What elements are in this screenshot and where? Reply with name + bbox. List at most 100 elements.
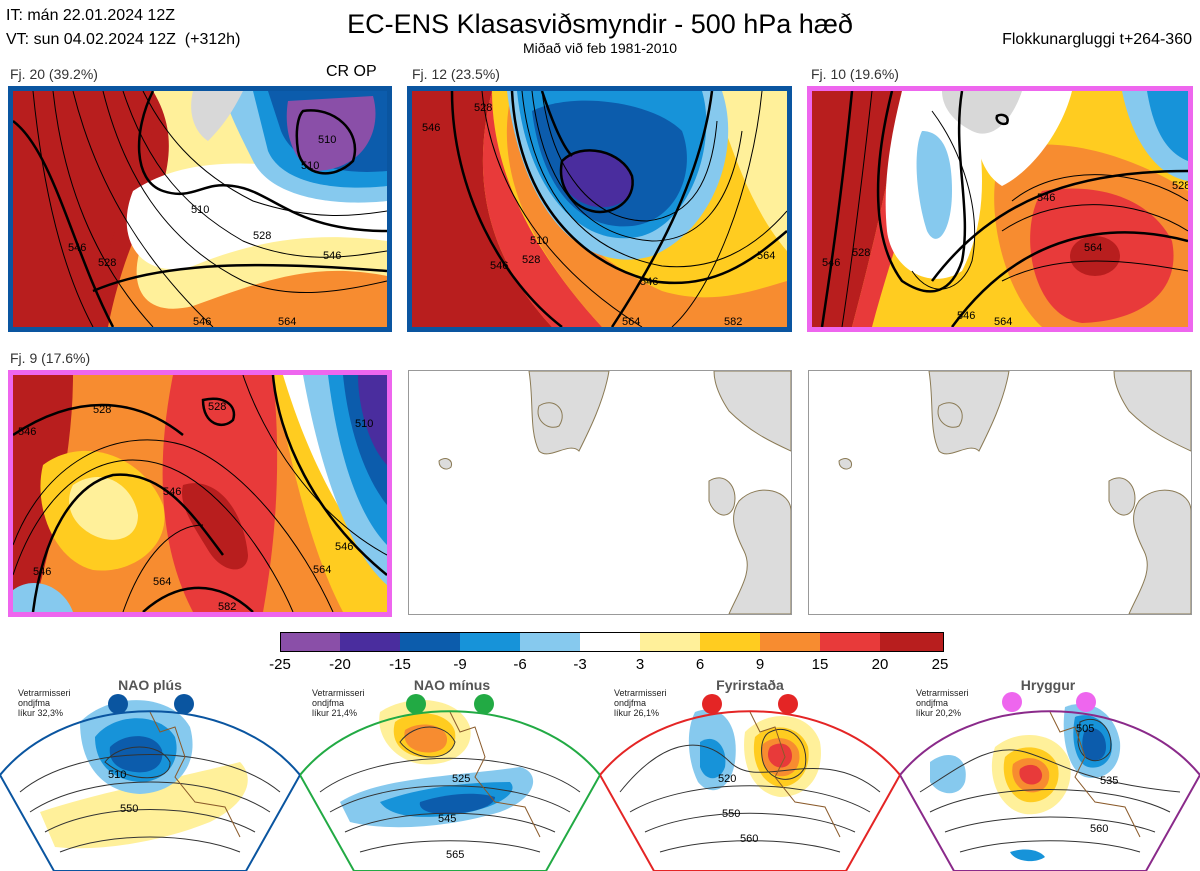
colorbar-swatch bbox=[400, 632, 461, 652]
contour-label: 564 bbox=[278, 316, 296, 327]
contour-label: 546 bbox=[957, 310, 975, 322]
regime-note-line: ondjfma bbox=[312, 698, 345, 708]
regime-name: NAO mínus bbox=[413, 677, 491, 693]
page-title: EC-ENS Klasasviðsmyndir - 500 hPa hæð bbox=[347, 9, 853, 39]
cluster-map: 528 546 528 546 546 564 564 bbox=[812, 91, 1188, 327]
cluster-map-panel[interactable]: 528 546 510 528 546 546 564 564 582 bbox=[407, 86, 792, 332]
contour-label: 510 bbox=[191, 204, 209, 216]
regime-contour-label: 565 bbox=[446, 849, 464, 861]
colorbar-tick: -20 bbox=[329, 656, 351, 673]
regime-note-line: Vetrarmisseri bbox=[614, 688, 667, 698]
regime-note-line: ondjfma bbox=[18, 698, 51, 708]
page-subtitle: Miðað við feb 1981-2010 bbox=[522, 40, 678, 56]
regime-name: Hryggur bbox=[1020, 677, 1076, 693]
regime-note: Vetrarmisseri ondjfma líkur 26,1% bbox=[614, 688, 667, 718]
contour-label: 564 bbox=[757, 250, 775, 262]
colorbar-swatch bbox=[820, 632, 881, 652]
empty-map-panel bbox=[408, 370, 792, 615]
regime-note-line: Vetrarmisseri bbox=[916, 688, 969, 698]
colorbar-swatch bbox=[760, 632, 821, 652]
contour-label: 528 bbox=[93, 404, 111, 416]
colorbar-tick: 3 bbox=[635, 656, 645, 673]
colorbar-tick: -25 bbox=[269, 656, 291, 673]
colorbar-tick: -6 bbox=[513, 656, 527, 673]
colorbar-swatch bbox=[520, 632, 581, 652]
regime-name: NAO plús bbox=[118, 677, 182, 693]
contour-label: 528 bbox=[98, 257, 116, 269]
colorbar-swatch bbox=[880, 632, 944, 652]
contour-label: 528 bbox=[852, 247, 870, 259]
regime-note-line: líkur 20,2% bbox=[916, 708, 962, 718]
regime-contour-label: 535 bbox=[1100, 775, 1118, 787]
regime-contour-label: 510 bbox=[108, 769, 126, 781]
colorbar-tick: -3 bbox=[573, 656, 587, 673]
regime-contour-label: 525 bbox=[452, 773, 470, 785]
regime-note: Vetrarmisseri ondjfma líkur 32,3% bbox=[18, 688, 71, 718]
cluster-label: Fj. 9 (17.6%) bbox=[10, 350, 91, 366]
regime-note: Vetrarmisseri ondjfma líkur 21,4% bbox=[312, 688, 365, 718]
contour-label: 528 bbox=[474, 102, 492, 114]
contour-label: 546 bbox=[335, 541, 353, 553]
contour-label: 546 bbox=[18, 426, 36, 438]
regime-name: Fyrirstaða bbox=[716, 677, 784, 693]
contour-label: 564 bbox=[1084, 242, 1102, 254]
contour-label: 510 bbox=[301, 160, 319, 172]
regime-note-line: líkur 21,4% bbox=[312, 708, 358, 718]
contour-label: 546 bbox=[1037, 192, 1055, 204]
regime-hryggur: 505 535 560 Hryggur Vetrarmisseri ondjfm… bbox=[900, 672, 1200, 871]
regime-contour-label: 560 bbox=[740, 833, 758, 845]
cluster-label: Fj. 10 (19.6%) bbox=[811, 66, 899, 82]
colorbar-tick: 20 bbox=[871, 656, 889, 673]
contour-label: 510 bbox=[530, 235, 548, 247]
colorbar bbox=[280, 632, 944, 652]
contour-label: 546 bbox=[193, 316, 211, 327]
contour-label: 528 bbox=[253, 230, 271, 242]
regime-contour-label: 505 bbox=[1076, 723, 1094, 735]
contour-label: 510 bbox=[355, 418, 373, 430]
valid-time: VT: sun 04.02.2024 12Z bbox=[6, 31, 176, 48]
contour-label: 510 bbox=[318, 134, 336, 146]
cluster-map-panel[interactable]: 528 546 528 546 546 564 564 bbox=[807, 86, 1193, 332]
colorbar-tick: 6 bbox=[695, 656, 705, 673]
regime-note-line: Vetrarmisseri bbox=[18, 688, 71, 698]
cluster-window: Flokkunargluggi t+264-360 bbox=[1002, 31, 1192, 48]
colorbar-swatch bbox=[340, 632, 401, 652]
colorbar-tick: -15 bbox=[389, 656, 411, 673]
regime-contour-label: 550 bbox=[722, 808, 740, 820]
cluster-label: Fj. 20 (39.2%) bbox=[10, 66, 98, 82]
cluster-map: 546 528 528 546 546 510 546 564 564 582 bbox=[13, 375, 387, 612]
contour-label: 564 bbox=[622, 316, 640, 327]
contour-label: 528 bbox=[1172, 180, 1188, 192]
cluster-map-panel[interactable]: 510 510 510 528 528 546 546 546 564 bbox=[8, 86, 392, 332]
regime-fyrirstada: 520 550 560 Fyrirstaða Vetrarmisseri ond… bbox=[600, 672, 900, 871]
regime-nao-minus: 525 545 565 NAO mínus Vetrarmisseri ondj… bbox=[300, 672, 600, 871]
contour-label: 564 bbox=[313, 564, 331, 576]
contour-label: 546 bbox=[822, 257, 840, 269]
regime-note: Vetrarmisseri ondjfma líkur 20,2% bbox=[916, 688, 969, 718]
regime-contour-label: 520 bbox=[718, 773, 736, 785]
contour-label: 564 bbox=[994, 316, 1012, 327]
regime-contour-label: 560 bbox=[1090, 823, 1108, 835]
colorbar-tick: 25 bbox=[931, 656, 949, 673]
regime-contour-label: 550 bbox=[120, 803, 138, 815]
contour-label: 528 bbox=[208, 401, 226, 413]
contour-label: 546 bbox=[323, 250, 341, 262]
base-map bbox=[838, 371, 1191, 614]
colorbar-swatch bbox=[280, 632, 341, 652]
contour-label: 546 bbox=[163, 486, 181, 498]
contour-label: 546 bbox=[490, 260, 508, 272]
cluster-map-panel[interactable]: 546 528 528 546 546 510 546 564 564 582 bbox=[8, 370, 392, 617]
regime-contour-label: 545 bbox=[438, 813, 456, 825]
contour-label: 564 bbox=[153, 576, 171, 588]
init-time: IT: mán 22.01.2024 12Z bbox=[6, 7, 175, 24]
colorbar-swatch bbox=[580, 632, 641, 652]
base-map bbox=[438, 371, 791, 614]
regime-nao-plus: 510 550 NAO plús Vetrarmisseri ondjfma l… bbox=[0, 672, 300, 871]
regime-note-line: ondjfma bbox=[614, 698, 647, 708]
contour-label: 546 bbox=[640, 276, 658, 288]
contour-label: 546 bbox=[33, 566, 51, 578]
colorbar-tick: 9 bbox=[755, 656, 765, 673]
contour-label: 582 bbox=[724, 316, 742, 327]
contour-label: 546 bbox=[422, 122, 440, 134]
cluster-map: 528 546 510 528 546 546 564 564 582 bbox=[412, 91, 787, 327]
